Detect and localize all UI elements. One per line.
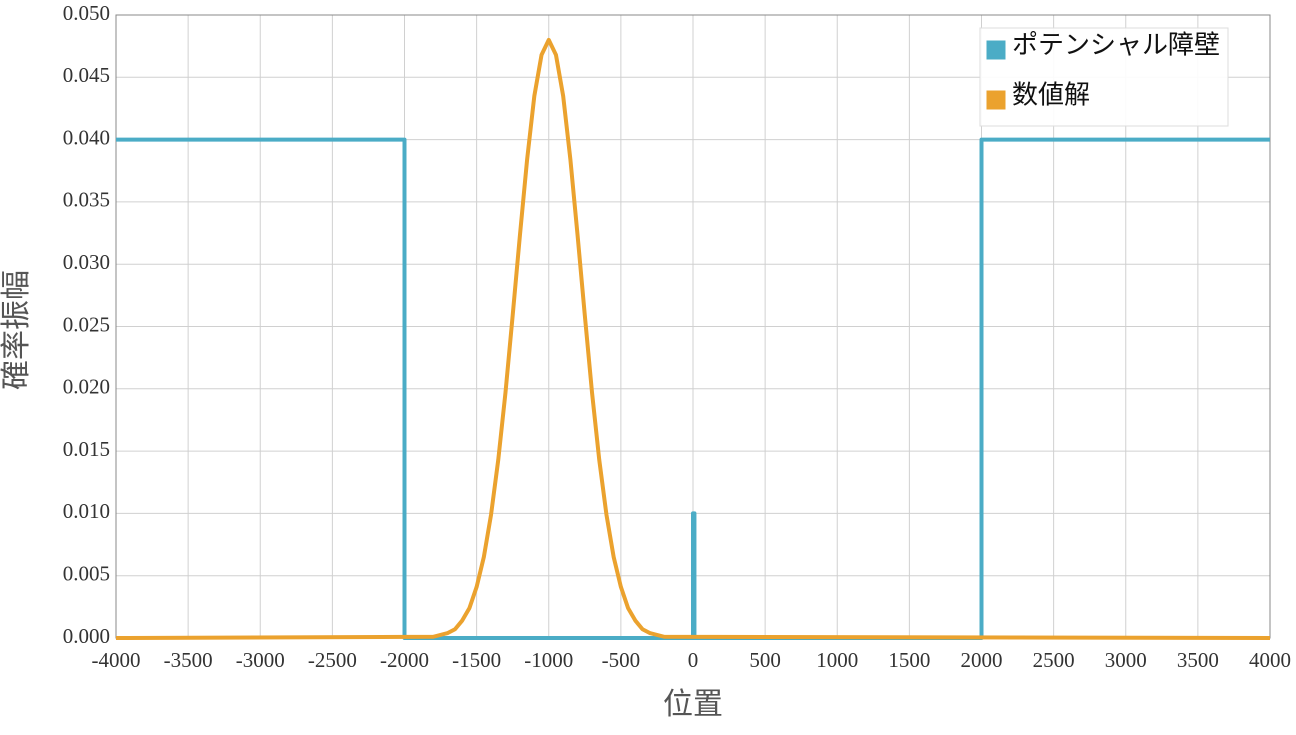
legend-swatch	[985, 39, 1007, 61]
y-tick-label: 0.005	[63, 562, 110, 586]
x-tick-label: -500	[602, 648, 641, 672]
x-tick-label: 0	[688, 648, 699, 672]
y-tick-label: 0.030	[63, 250, 110, 274]
y-tick-label: 0.050	[63, 1, 110, 25]
legend-label: ポテンシャル障壁	[1012, 31, 1220, 61]
y-tick-label: 0.015	[63, 437, 110, 461]
x-tick-label: 4000	[1249, 648, 1291, 672]
y-axis-title: 確率振幅	[0, 270, 34, 390]
x-tick-label: 500	[749, 648, 781, 672]
series-line	[115, 37, 1271, 640]
y-tick-label: 0.020	[63, 375, 110, 399]
legend-label: 数値解	[1012, 81, 1090, 111]
series-line	[116, 137, 1270, 640]
x-tick-label: -3000	[236, 648, 285, 672]
y-tick-label: 0.035	[63, 188, 110, 212]
x-tick-label: -2500	[308, 648, 357, 672]
legend-box	[979, 27, 1229, 127]
x-tick-label: 1500	[888, 648, 930, 672]
y-tick-label: 0.045	[63, 63, 110, 87]
x-tick-label: -3500	[164, 648, 213, 672]
x-tick-label: 2500	[1033, 648, 1075, 672]
x-tick-label: 1000	[816, 648, 858, 672]
y-tick-label: 0.040	[63, 125, 110, 149]
legend-swatch	[985, 89, 1007, 111]
y-tick-label: 0.025	[63, 312, 110, 336]
y-tick-label: 0.000	[63, 624, 110, 648]
x-tick-label: -4000	[92, 648, 141, 672]
x-tick-label: 3500	[1177, 648, 1219, 672]
x-tick-label: -1000	[524, 648, 573, 672]
x-tick-label: 2000	[961, 648, 1003, 672]
y-tick-label: 0.010	[63, 499, 110, 523]
x-tick-label: -2000	[380, 648, 429, 672]
x-tick-label: 3000	[1105, 648, 1147, 672]
x-tick-label: -1500	[452, 648, 501, 672]
x-axis-title: 位置	[663, 687, 723, 722]
